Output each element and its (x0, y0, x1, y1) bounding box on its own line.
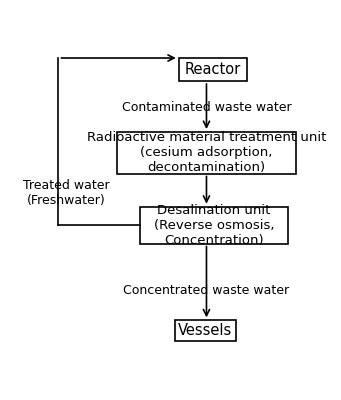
Text: Desalination unit
(Reverse osmosis,
Concentration): Desalination unit (Reverse osmosis, Conc… (154, 204, 274, 246)
Text: Reactor: Reactor (185, 62, 241, 77)
Text: Radioactive material treatment unit
(cesium adsorption,
decontamination): Radioactive material treatment unit (ces… (87, 131, 326, 174)
Text: Concentrated waste water: Concentrated waste water (123, 284, 290, 297)
Text: Contaminated waste water: Contaminated waste water (122, 101, 291, 114)
Text: Vessels: Vessels (178, 323, 232, 338)
Bar (175, 320, 236, 341)
Bar (117, 132, 296, 174)
Bar (179, 58, 248, 81)
Text: Treated water
(Freshwater): Treated water (Freshwater) (23, 179, 109, 207)
Bar (140, 207, 288, 244)
